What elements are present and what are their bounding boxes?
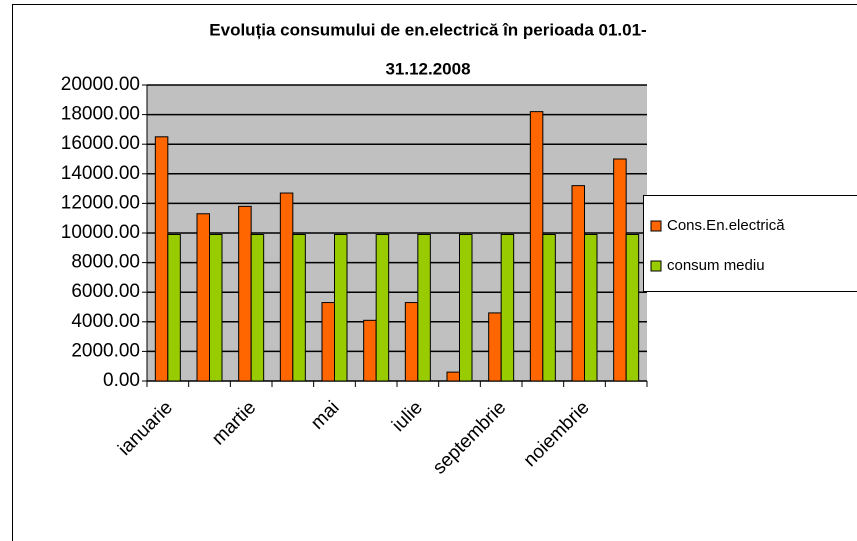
bar: [625, 233, 640, 382]
bar: [292, 233, 306, 382]
legend-label: consum mediu: [667, 257, 765, 274]
legend-label: Cons.En.electrică: [667, 217, 785, 234]
bar: [167, 233, 181, 382]
bar: [363, 319, 377, 382]
bar: [279, 192, 294, 382]
bar: [196, 213, 210, 382]
bar: [542, 233, 556, 382]
y-tick-label: 16000.00: [61, 133, 140, 154]
bar: [154, 136, 169, 382]
y-tick-label: 10000.00: [61, 222, 140, 243]
y-tick-label: 18000.00: [61, 104, 140, 125]
bar: [584, 233, 598, 382]
y-tick-label: 8000.00: [71, 252, 140, 273]
chart-title: 31.12.2008: [385, 59, 470, 78]
bar: [571, 185, 585, 382]
bar: [209, 233, 223, 382]
bar: [529, 111, 544, 382]
y-tick-label: 6000.00: [71, 281, 140, 302]
y-tick-label: 20000.00: [61, 74, 140, 95]
legend-box: [643, 195, 857, 292]
bar: [488, 312, 502, 382]
bar: [404, 302, 419, 382]
y-tick-label: 4000.00: [71, 311, 140, 332]
bar: [250, 233, 265, 382]
bar: [613, 158, 627, 382]
bar: [446, 371, 460, 382]
y-tick-label: 2000.00: [71, 340, 140, 361]
bar: [417, 233, 431, 382]
bar: [459, 233, 473, 382]
bar: [500, 233, 515, 382]
bar: [375, 233, 390, 382]
y-tick-label: 0.00: [103, 370, 140, 391]
chart-title: Evoluția consumului de en.electrică în p…: [209, 20, 646, 39]
bar: [321, 302, 335, 382]
legend-swatch: [650, 260, 662, 272]
bar: [238, 205, 252, 382]
y-tick-label: 14000.00: [61, 163, 140, 184]
bar: [334, 233, 348, 382]
legend-swatch: [650, 220, 662, 232]
y-tick-label: 12000.00: [61, 192, 140, 213]
